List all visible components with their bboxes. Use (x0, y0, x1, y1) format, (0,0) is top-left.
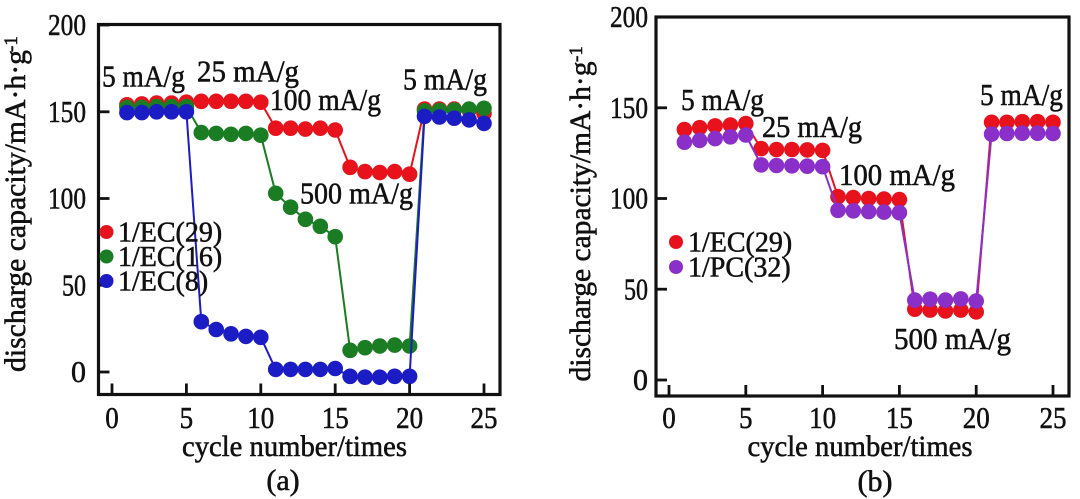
svg-text:5: 5 (739, 400, 753, 435)
svg-text:0: 0 (71, 354, 86, 389)
svg-text:200: 200 (610, 0, 648, 34)
svg-text:1/EC(8): 1/EC(8) (118, 267, 208, 298)
svg-text:-1: -1 (566, 46, 587, 62)
svg-text:(b): (b) (858, 465, 893, 498)
svg-text:20: 20 (963, 400, 990, 435)
svg-text:25: 25 (471, 400, 498, 435)
svg-text:5 mA/g: 5 mA/g (403, 63, 487, 97)
svg-text:100: 100 (610, 181, 648, 216)
svg-text:25 mA/g: 25 mA/g (762, 110, 862, 144)
svg-text:5: 5 (180, 400, 194, 435)
svg-text:1/EC(16): 1/EC(16) (118, 242, 222, 273)
svg-text:1/EC(29): 1/EC(29) (118, 218, 222, 249)
svg-text:150: 150 (610, 90, 648, 125)
svg-text:discharge capacity/mA·h·g: discharge capacity/mA·h·g (0, 50, 32, 372)
svg-text:0: 0 (105, 400, 119, 435)
svg-text:10: 10 (809, 400, 836, 435)
svg-text:150: 150 (48, 94, 86, 129)
svg-text:0: 0 (662, 400, 676, 435)
svg-text:15: 15 (886, 400, 913, 435)
svg-text:(a): (a) (266, 464, 299, 497)
svg-text:1/EC(29): 1/EC(29) (688, 228, 792, 259)
svg-text:20: 20 (396, 400, 423, 435)
svg-text:5 mA/g: 5 mA/g (681, 83, 764, 117)
svg-text:25: 25 (1040, 400, 1067, 435)
svg-text:200: 200 (48, 7, 86, 42)
svg-text:100 mA/g: 100 mA/g (270, 83, 381, 117)
svg-text:cycle number/times: cycle number/times (748, 430, 973, 463)
svg-text:1/PC(32): 1/PC(32) (688, 253, 791, 284)
svg-text:100 mA/g: 100 mA/g (839, 158, 955, 192)
svg-text:0: 0 (633, 362, 648, 397)
svg-text:50: 50 (62, 267, 86, 302)
svg-text:100: 100 (48, 181, 86, 216)
svg-text:500 mA/g: 500 mA/g (300, 177, 413, 211)
svg-text:discharge capacity/mA·h·g: discharge capacity/mA·h·g (564, 62, 597, 382)
svg-text:5 mA/g: 5 mA/g (102, 60, 185, 94)
svg-text:5 mA/g: 5 mA/g (980, 78, 1063, 112)
svg-text:cycle number/times: cycle number/times (182, 430, 407, 463)
svg-text:50: 50 (624, 271, 648, 306)
svg-text:-1: -1 (1, 36, 22, 52)
svg-text:15: 15 (322, 400, 349, 435)
svg-text:10: 10 (247, 400, 274, 435)
svg-text:500 mA/g: 500 mA/g (894, 322, 1011, 356)
svg-text:25 mA/g: 25 mA/g (197, 55, 299, 89)
